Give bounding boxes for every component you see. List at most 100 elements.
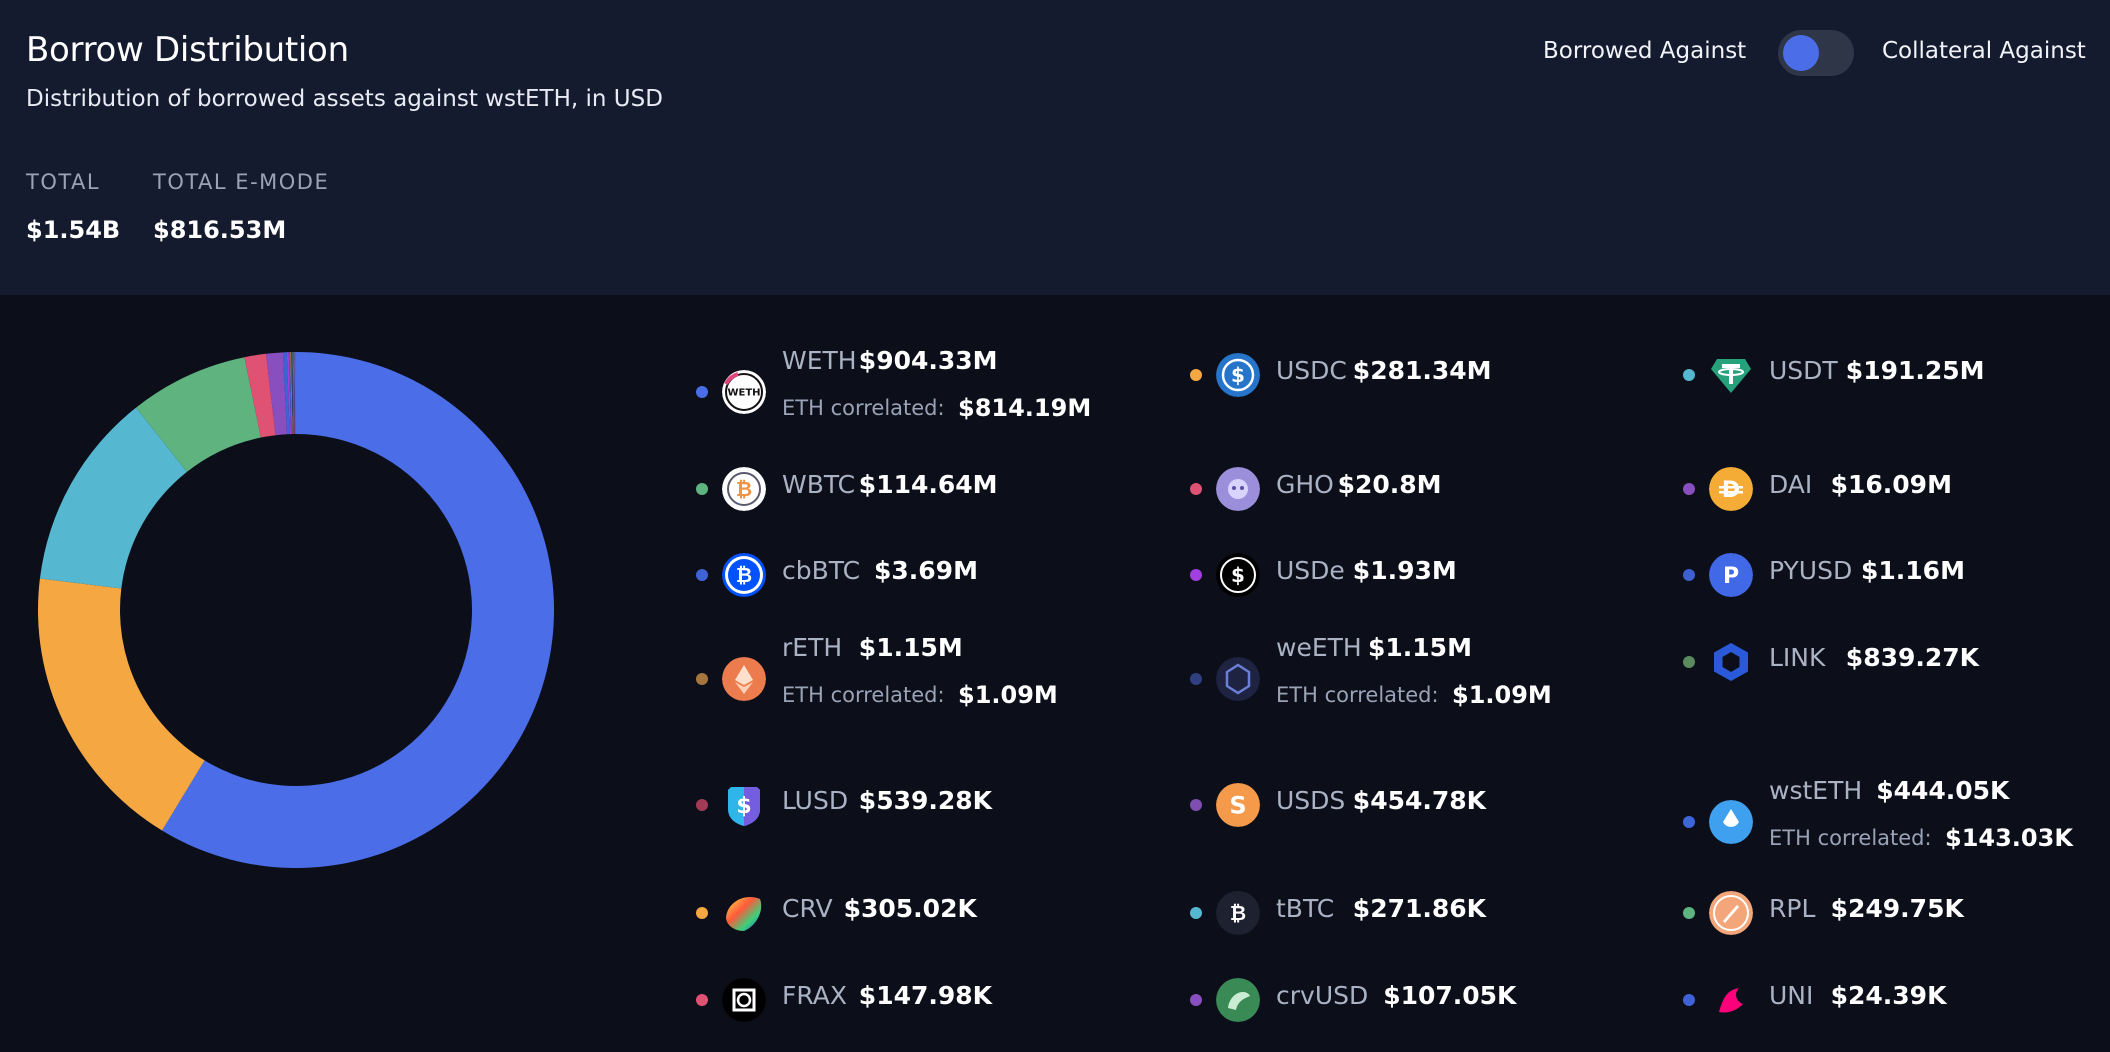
legend-item-frax[interactable]: FRAX $147.98K	[696, 971, 1166, 1031]
asset-value: $1.93M	[1352, 556, 1457, 585]
legend-item-pyusd[interactable]: P PYUSD $1.16M	[1683, 546, 2110, 606]
donut-slice-crv[interactable]	[294, 352, 296, 435]
asset-value: $305.02K	[843, 894, 977, 923]
asset-value: $1.16M	[1861, 556, 1965, 585]
asset-name: cbBTC	[782, 556, 861, 585]
asset-value: $20.8M	[1337, 470, 1442, 499]
legend-item-wbtc[interactable]: ₿ WBTC $114.64M	[696, 460, 1166, 520]
header-panel: Borrow Distribution Distribution of borr…	[0, 0, 2110, 295]
eth-correlated-label: ETH correlated:	[782, 683, 945, 707]
legend-item-usde[interactable]: $ USDe $1.93M	[1190, 546, 1660, 606]
asset-name: LINK	[1769, 643, 1826, 672]
legend-dot	[696, 569, 708, 581]
donut-slice-wsteth[interactable]	[294, 352, 296, 435]
legend-item-usdc[interactable]: $ USDC $281.34M	[1190, 346, 1660, 406]
asset-name: CRV	[782, 894, 833, 923]
asset-name: GHO	[1276, 470, 1334, 499]
donut-slice-dai[interactable]	[266, 352, 288, 436]
collateral-against-label[interactable]: Collateral Against	[1882, 38, 2086, 64]
frax-icon	[722, 978, 766, 1022]
eth-correlated-value: $1.09M	[1452, 681, 1552, 709]
legend-item-rpl[interactable]: RPL $249.75K	[1683, 884, 2110, 944]
asset-name: UNI	[1769, 981, 1814, 1010]
legend-item-usds[interactable]: S USDS $454.78K	[1190, 776, 1660, 836]
asset-name: WBTC	[782, 470, 856, 499]
asset-value: $539.28K	[858, 786, 993, 815]
svg-text:$: $	[1231, 563, 1245, 587]
weth-icon: WETH	[722, 370, 766, 414]
gho-icon	[1216, 467, 1260, 511]
page-title: Borrow Distribution	[26, 30, 349, 70]
donut-slice-usdc[interactable]	[38, 578, 205, 831]
legend-item-gho[interactable]: GHO $20.8M	[1190, 460, 1660, 520]
donut-slice-lusd[interactable]	[293, 352, 295, 435]
svg-text:S: S	[1229, 792, 1246, 820]
donut-slice-usde[interactable]	[286, 352, 292, 435]
donut-slice-gho[interactable]	[244, 353, 276, 438]
legend-item-reth[interactable]: rETH $1.15M ETH correlated: $1.09M	[696, 633, 1166, 729]
usdc-icon: $	[1216, 353, 1260, 397]
asset-name: PYUSD	[1769, 556, 1853, 585]
donut-slice-usds[interactable]	[293, 352, 295, 435]
donut-slice-pyusd[interactable]	[288, 352, 292, 435]
asset-name: USDe	[1276, 556, 1345, 585]
svg-text:$: $	[1231, 363, 1245, 387]
legend-item-usdt[interactable]: USDT $191.25M	[1683, 346, 2110, 406]
donut-slice-cbbtc[interactable]	[282, 352, 290, 435]
legend-item-crv[interactable]: CRV $305.02K	[696, 884, 1166, 944]
svg-text:₿: ₿	[1230, 901, 1246, 925]
legend-item-crvusd[interactable]: crvUSD $107.05K	[1190, 971, 1660, 1031]
legend-item-uni[interactable]: UNI $24.39K	[1683, 971, 2110, 1031]
legend-item-tbtc[interactable]: ₿ tBTC $271.86K	[1190, 884, 1660, 944]
borrowed-against-label[interactable]: Borrowed Against	[1543, 38, 1747, 64]
legend-dot	[1683, 483, 1695, 495]
asset-value: $454.78K	[1352, 786, 1487, 815]
wbtc-icon: ₿	[722, 467, 766, 511]
legend-dot	[696, 799, 708, 811]
donut-slice-usdt[interactable]	[39, 407, 187, 589]
legend-dot	[1683, 994, 1695, 1006]
donut-slice-weth[interactable]	[162, 352, 554, 868]
total-emode-label: TOTAL E-MODE	[153, 170, 330, 194]
asset-name: LUSD	[782, 786, 849, 815]
legend-item-link[interactable]: LINK $839.27K	[1683, 633, 2110, 693]
dai-icon: D	[1709, 467, 1753, 511]
legend-item-wsteth[interactable]: wstETH $444.05K ETH correlated: $143.03K	[1683, 776, 2110, 872]
legend-item-weth[interactable]: WETH WETH $904.33M ETH correlated: $814.19M	[696, 346, 1166, 442]
donut-slice-link[interactable]	[292, 352, 295, 435]
asset-name: DAI	[1769, 470, 1813, 499]
svg-text:₿: ₿	[736, 563, 752, 587]
legend-item-lusd[interactable]: $ LUSD $539.28K	[696, 776, 1166, 836]
wsteth-icon	[1709, 800, 1753, 844]
legend-dot	[696, 994, 708, 1006]
reth-icon	[722, 657, 766, 701]
asset-value: $147.98K	[858, 981, 993, 1010]
asset-value: $114.64M	[858, 470, 998, 499]
asset-value: $1.15M	[1368, 633, 1472, 662]
total-label: TOTAL	[26, 170, 101, 194]
donut-slice-weeth[interactable]	[291, 352, 294, 435]
donut-slice-reth[interactable]	[290, 352, 293, 435]
legend-item-dai[interactable]: D DAI $16.09M	[1683, 460, 2110, 520]
svg-text:$: $	[736, 794, 751, 819]
asset-value: $249.75K	[1830, 894, 1964, 923]
svg-text:D: D	[1722, 478, 1740, 503]
svg-text:WETH: WETH	[727, 388, 760, 399]
crvusd-icon	[1216, 978, 1260, 1022]
donut-slice-wbtc[interactable]	[136, 357, 261, 472]
rpl-icon	[1709, 891, 1753, 935]
asset-value: $839.27K	[1845, 643, 1980, 672]
asset-value: $16.09M	[1830, 470, 1952, 499]
borrowed-collateral-toggle[interactable]	[1778, 30, 1854, 76]
asset-value: $24.39K	[1830, 981, 1947, 1010]
eth-correlated-label: ETH correlated:	[1769, 826, 1932, 850]
legend-dot	[1190, 799, 1202, 811]
eth-correlated-label: ETH correlated:	[1276, 683, 1439, 707]
legend-dot	[1683, 907, 1695, 919]
pyusd-icon: P	[1709, 553, 1753, 597]
legend-item-cbbtc[interactable]: ₿ cbBTC $3.69M	[696, 546, 1166, 606]
legend-item-weeth[interactable]: weETH $1.15M ETH correlated: $1.09M	[1190, 633, 1660, 729]
uni-icon	[1709, 978, 1753, 1022]
legend-dot	[1683, 816, 1695, 828]
asset-name: FRAX	[782, 981, 847, 1010]
